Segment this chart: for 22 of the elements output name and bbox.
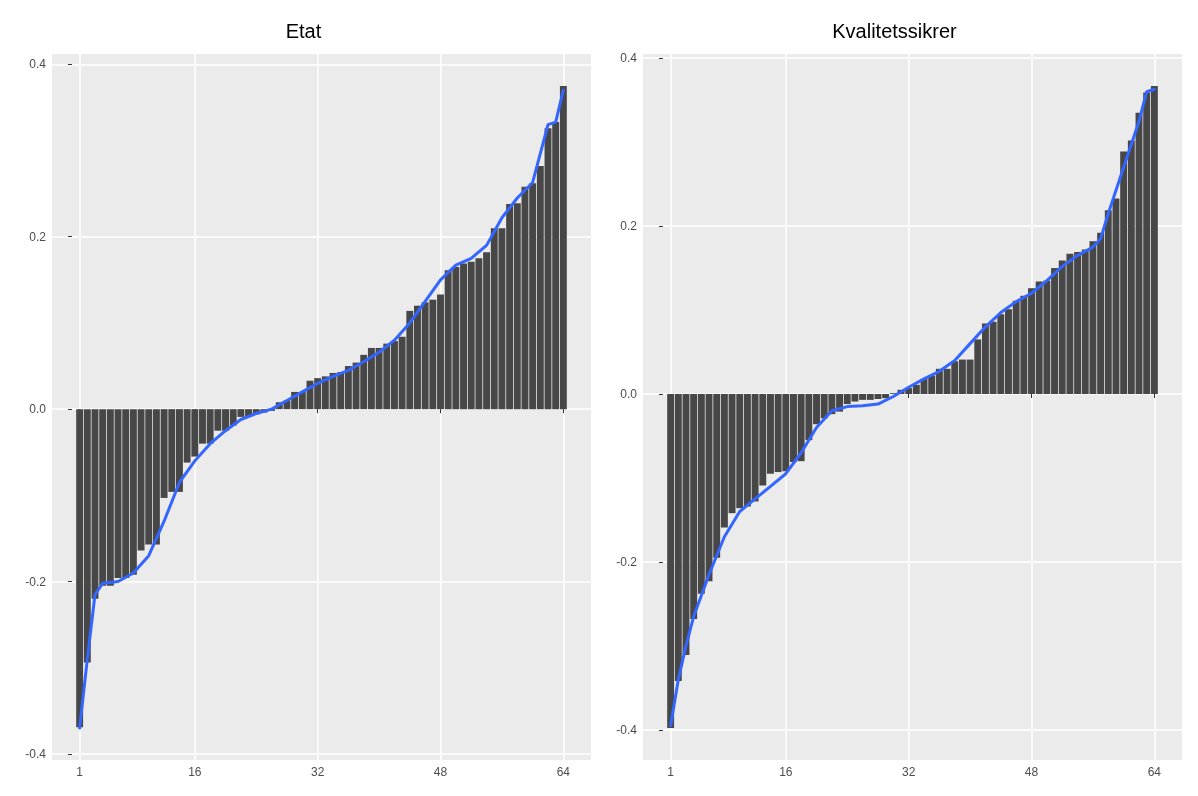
y-tick-label: 0.0 <box>620 386 638 401</box>
x-tick-label: 16 <box>779 765 793 779</box>
x-tick-label: 64 <box>556 765 571 779</box>
x-tick-label: 1 <box>76 765 84 779</box>
chart-title: Etat <box>285 20 322 42</box>
y-tick-label: -0.4 <box>25 746 47 761</box>
y-tick-label: 0.2 <box>620 219 638 234</box>
x-tick-label: 48 <box>433 765 448 779</box>
y-tick-label: 0.0 <box>29 402 47 417</box>
x-tick-label: 32 <box>310 765 325 779</box>
x-tick-label: 64 <box>1147 765 1162 779</box>
y-tick-label: 0.2 <box>29 229 47 244</box>
y-tick-label: -0.4 <box>616 722 638 737</box>
x-tick-label: 1 <box>667 765 675 779</box>
y-tick-label: -0.2 <box>25 574 47 589</box>
chart-title: Kvalitetssikrer <box>832 20 958 42</box>
y-tick-label: 0.4 <box>620 51 638 66</box>
y-tick-label: -0.2 <box>616 554 638 569</box>
y-tick-label: 0.4 <box>29 57 47 72</box>
x-tick-label: 16 <box>188 765 202 779</box>
x-tick-label: 48 <box>1024 765 1039 779</box>
x-tick-label: 32 <box>901 765 916 779</box>
